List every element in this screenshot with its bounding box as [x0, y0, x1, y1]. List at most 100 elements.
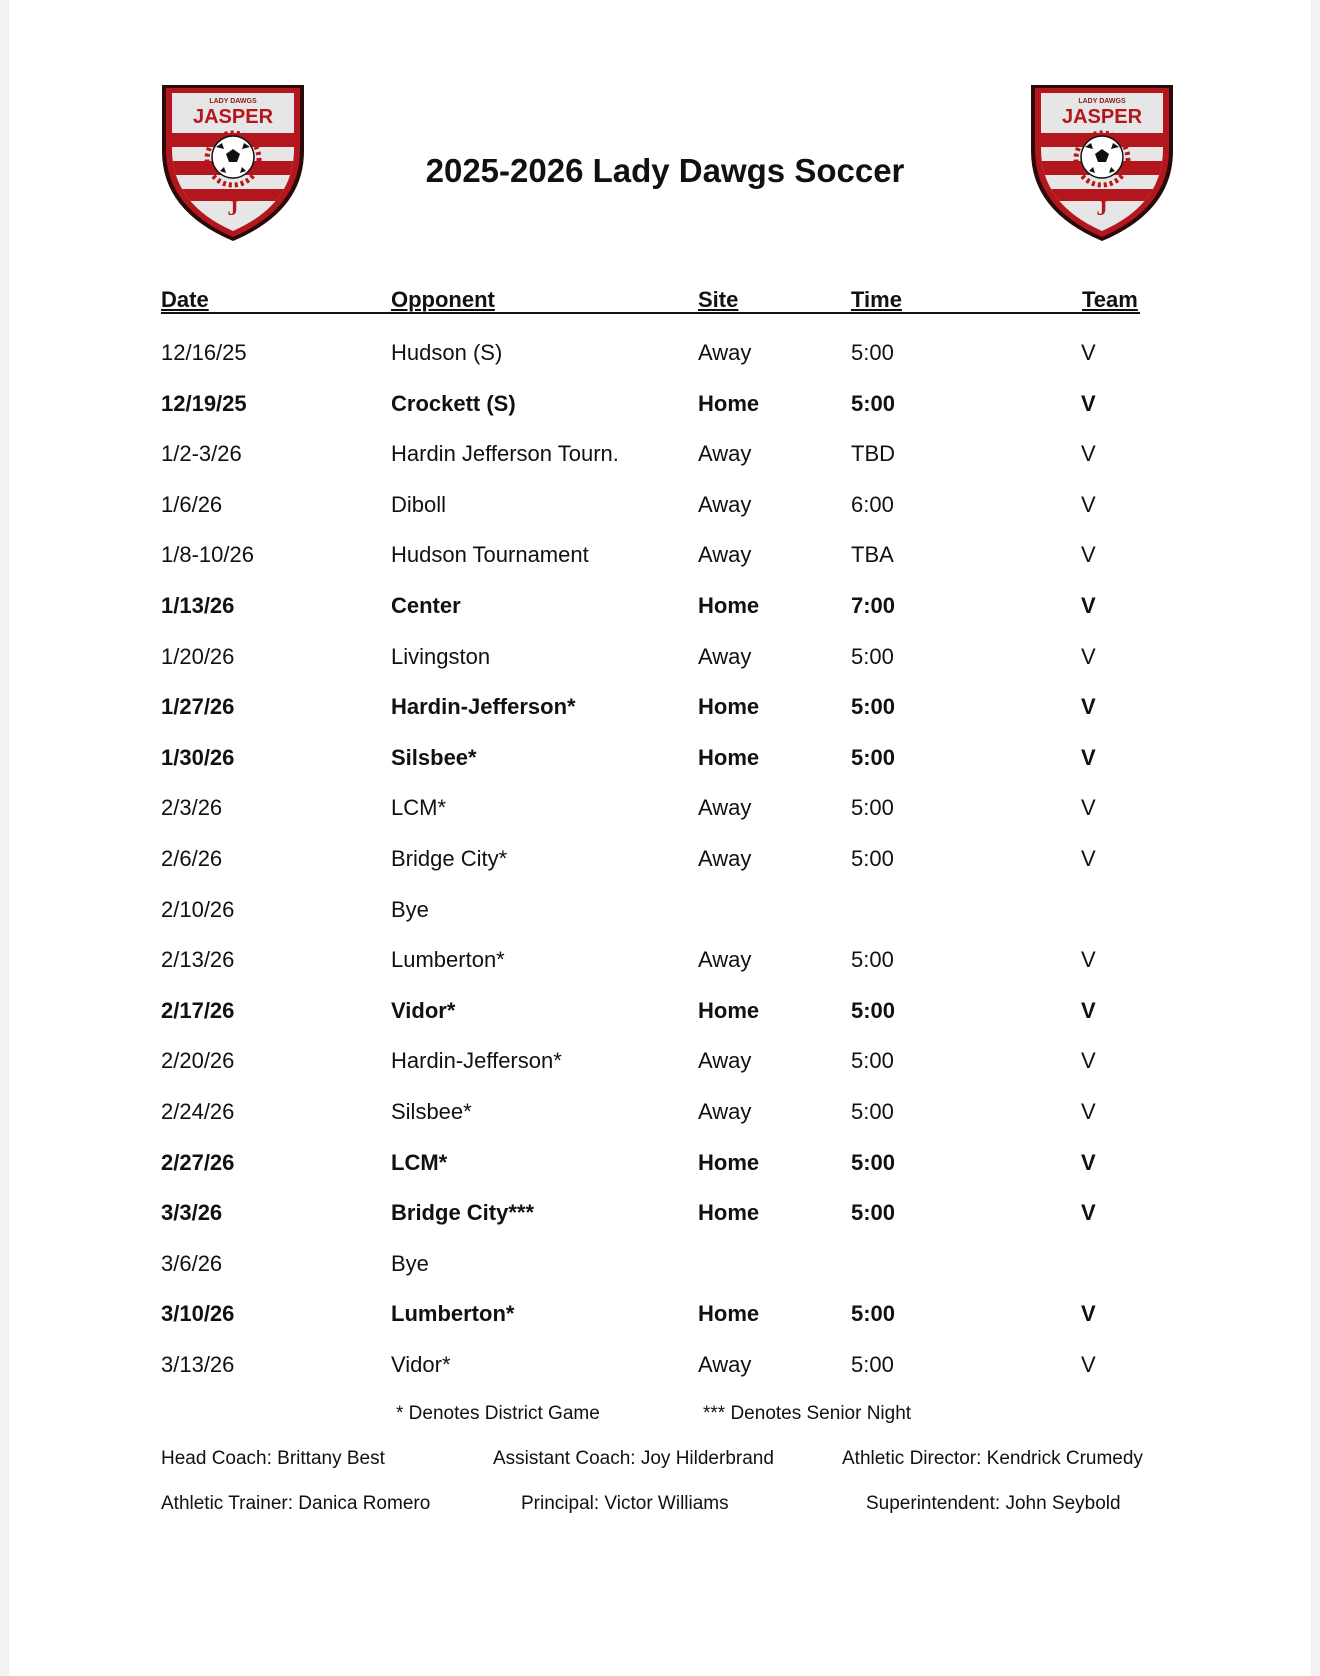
cell-date: 2/17/26 [161, 997, 235, 1023]
cell-team: V [1081, 1099, 1096, 1124]
column-header-time: Time [851, 287, 902, 312]
table-row: 1/2-3/26 Hardin Jefferson Tourn. Away TBD V [0, 441, 1320, 471]
cell-site: Away [698, 846, 752, 871]
cell-team: V [1081, 390, 1096, 416]
cell-opponent: Vidor* [391, 1352, 451, 1377]
cell-site: Away [698, 1352, 752, 1377]
svg-text:J: J [1097, 195, 1108, 220]
cell-date: 3/13/26 [161, 1352, 235, 1377]
cell-site: Home [698, 390, 760, 416]
cell-time: 5:00 [851, 1352, 894, 1377]
column-header-team: Team [1082, 287, 1138, 312]
cell-date: 2/6/26 [161, 846, 223, 871]
table-row: 2/20/26 Hardin-Jefferson* Away 5:00 V [0, 1048, 1320, 1078]
cell-date: 2/13/26 [161, 947, 235, 973]
cell-site: Away [698, 1099, 752, 1124]
cell-time: 5:00 [851, 1200, 896, 1226]
cell-site: Home [698, 1149, 760, 1175]
table-row: 1/13/26 Center Home 7:00 V [0, 593, 1320, 623]
svg-text:JASPER: JASPER [1062, 106, 1143, 128]
svg-text:LADY DAWGS: LADY DAWGS [1078, 98, 1126, 105]
cell-time: 5:00 [851, 997, 896, 1023]
head-coach: Head Coach: Brittany Best [161, 1448, 385, 1469]
cell-date: 2/27/26 [161, 1149, 235, 1175]
cell-opponent: Bridge City* [391, 846, 508, 871]
table-row: 2/24/26 Silsbee* Away 5:00 V [0, 1099, 1320, 1129]
cell-date: 2/24/26 [161, 1099, 235, 1124]
cell-opponent: Hardin-Jefferson* [391, 694, 576, 720]
table-row: 2/17/26 Vidor* Home 5:00 V [0, 998, 1320, 1028]
cell-time: 7:00 [851, 593, 896, 618]
cell-time: 5:00 [851, 1099, 894, 1124]
cell-date: 1/30/26 [161, 744, 235, 770]
cell-site: Away [698, 542, 752, 568]
table-row: 2/3/26 LCM* Away 5:00 V [0, 795, 1320, 825]
cell-site: Away [698, 1048, 752, 1074]
cell-opponent: LCM* [391, 795, 447, 821]
cell-time: 5:00 [851, 1301, 896, 1327]
table-row: 2/10/26 Bye [0, 897, 1320, 927]
cell-time: 5:00 [851, 694, 896, 720]
cell-team: V [1081, 1200, 1096, 1226]
cell-site: Away [698, 947, 752, 973]
cell-team: V [1081, 947, 1096, 973]
cell-date: 1/8-10/26 [161, 542, 254, 568]
cell-team: V [1081, 744, 1096, 770]
cell-team: V [1081, 1149, 1096, 1175]
cell-team: V [1081, 997, 1096, 1023]
cell-date: 1/2-3/26 [161, 441, 242, 467]
table-row: 3/10/26 Lumberton* Home 5:00 V [0, 1301, 1320, 1331]
table-row: 1/20/26 Livingston Away 5:00 V [0, 644, 1320, 674]
cell-opponent: Diboll [391, 491, 447, 517]
cell-opponent: Bridge City*** [391, 1200, 535, 1226]
cell-time: 5:00 [851, 643, 894, 669]
cell-opponent: Hudson (S) [391, 340, 503, 365]
cell-time: 5:00 [851, 744, 896, 770]
table-row: 2/6/26 Bridge City* Away 5:00 V [0, 846, 1320, 876]
cell-team: V [1081, 1048, 1096, 1074]
table-row: 1/30/26 Silsbee* Home 5:00 V [0, 745, 1320, 775]
cell-opponent: Center [391, 593, 461, 618]
cell-opponent: Silsbee* [391, 744, 477, 770]
cell-time: 5:00 [851, 947, 894, 973]
cell-opponent: Lumberton* [391, 947, 505, 973]
cell-date: 1/6/26 [161, 491, 223, 517]
cell-site: Away [698, 441, 752, 467]
cell-date: 2/20/26 [161, 1048, 235, 1074]
jasper-logo-left: LADY DAWGS JASPER J [158, 79, 308, 241]
cell-opponent: Bye [391, 896, 429, 922]
superintendent: Superintendent: John Seybold [866, 1493, 1121, 1514]
cell-date: 12/16/25 [161, 340, 247, 365]
document-page [9, 0, 1311, 1676]
cell-opponent: LCM* [391, 1149, 448, 1175]
cell-date: 3/10/26 [161, 1301, 235, 1327]
table-row: 1/8-10/26 Hudson Tournament Away TBA V [0, 542, 1320, 572]
table-row: 3/3/26 Bridge City*** Home 5:00 V [0, 1200, 1320, 1230]
cell-time: TBA [851, 542, 894, 568]
cell-opponent: Hudson Tournament [391, 542, 589, 568]
cell-date: 3/6/26 [161, 1250, 223, 1276]
cell-date: 1/13/26 [161, 593, 235, 618]
cell-date: 1/20/26 [161, 643, 235, 669]
cell-team: V [1081, 643, 1096, 669]
cell-team: V [1081, 340, 1096, 365]
cell-opponent: Crockett (S) [391, 390, 516, 416]
cell-time: 5:00 [851, 846, 894, 871]
cell-team: V [1081, 593, 1096, 618]
cell-team: V [1081, 1352, 1096, 1377]
cell-site: Away [698, 643, 752, 669]
table-row: 2/13/26 Lumberton* Away 5:00 V [0, 947, 1320, 977]
cell-time: 5:00 [851, 1149, 896, 1175]
athletic-trainer: Athletic Trainer: Danica Romero [161, 1493, 431, 1514]
column-header-opponent: Opponent [391, 287, 495, 312]
cell-opponent: Lumberton* [391, 1301, 515, 1327]
column-header-date: Date [161, 287, 209, 312]
cell-time: 5:00 [851, 390, 896, 416]
cell-site: Away [698, 491, 752, 517]
cell-site: Home [698, 1200, 760, 1226]
cell-opponent: Hardin-Jefferson* [391, 1048, 562, 1074]
cell-team: V [1081, 491, 1096, 517]
district-note: * Denotes District Game [396, 1403, 600, 1424]
cell-date: 2/3/26 [161, 795, 223, 821]
cell-time: 5:00 [851, 340, 894, 365]
